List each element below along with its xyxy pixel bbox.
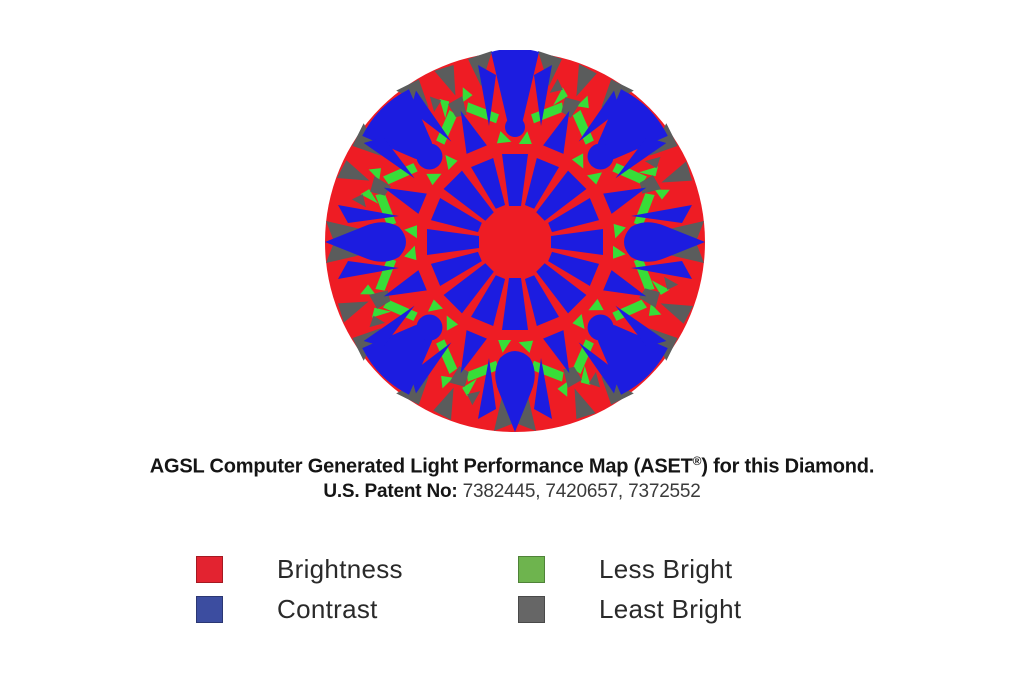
aset-map <box>325 50 705 432</box>
legend-swatch-less-bright <box>518 555 545 583</box>
legend-item-less-bright: Less Bright <box>518 549 741 589</box>
legend-item-least-bright: Least Bright <box>518 589 741 629</box>
map-green-clusters <box>336 63 694 421</box>
legend-swatch-least-bright <box>518 595 545 623</box>
map-inner-star <box>427 154 603 330</box>
legend-swatch-contrast <box>196 595 223 623</box>
registered-trademark-symbol: ® <box>692 454 702 468</box>
legend-swatch-brightness <box>196 555 223 583</box>
legend: Brightness Contrast Less Bright Least Br… <box>196 549 741 629</box>
patent-label: U.S. Patent No: <box>323 480 458 502</box>
map-arrows <box>325 50 705 432</box>
legend-label-less-bright: Less Bright <box>599 553 733 584</box>
caption-block: AGSL Computer Generated Light Performanc… <box>0 449 1024 504</box>
patent-line: U.S. Patent No: 7382445, 7420657, 737255… <box>0 480 1024 504</box>
patent-numbers: 7382445, 7420657, 7372552 <box>457 480 701 502</box>
legend-label-least-bright: Least Bright <box>599 593 742 624</box>
caption-title: AGSL Computer Generated Light Performanc… <box>0 449 1024 480</box>
legend-label-contrast: Contrast <box>277 593 378 624</box>
caption-title-tail: ) for this Diamond. <box>701 455 875 478</box>
legend-label-brightness: Brightness <box>277 553 403 584</box>
legend-item-contrast: Contrast <box>196 589 518 629</box>
caption-title-text: AGSL Computer Generated Light Performanc… <box>149 455 693 478</box>
legend-item-brightness: Brightness <box>196 549 518 589</box>
